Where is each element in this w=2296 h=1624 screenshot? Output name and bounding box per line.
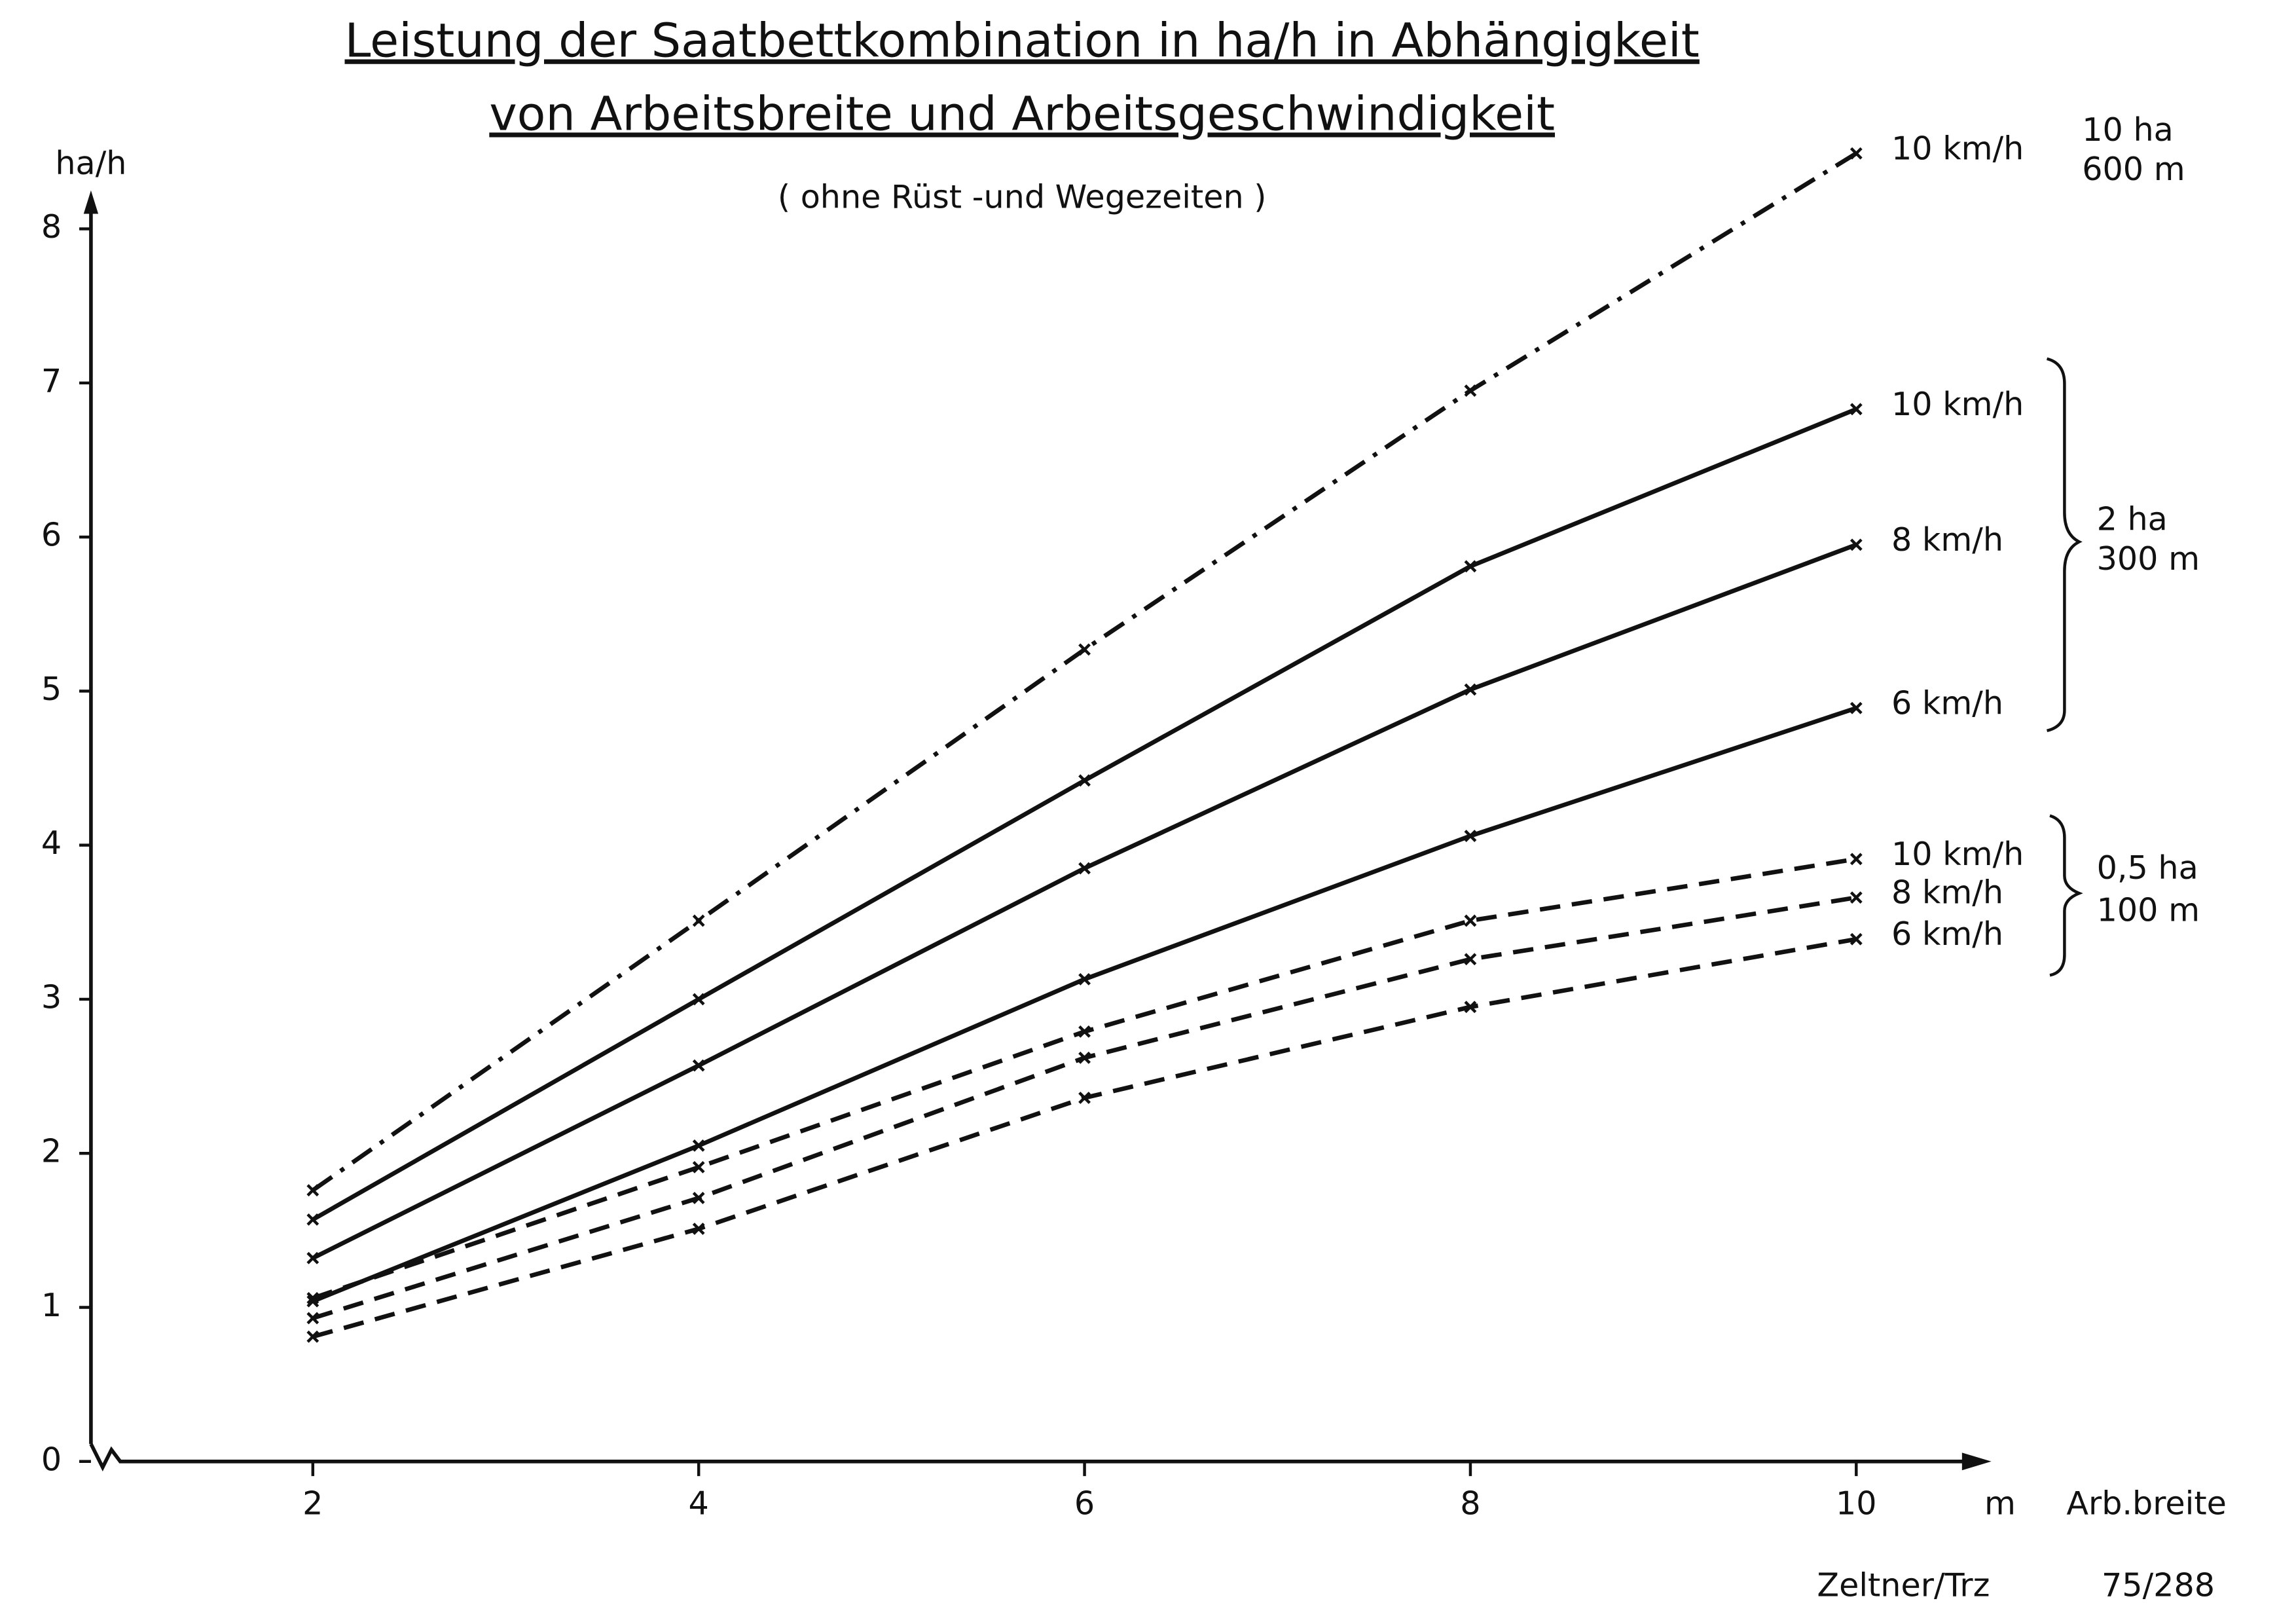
point-marker: [306, 1312, 319, 1325]
point-marker: [1078, 643, 1091, 656]
reference: 75/288: [2102, 1566, 2215, 1604]
series-label: 8 km/h: [1891, 874, 2003, 912]
x-tick-label: 4: [689, 1484, 709, 1522]
x-tick-label: 6: [1074, 1484, 1095, 1522]
series-label: 8 km/h: [1891, 521, 2003, 559]
series-label: 6 km/h: [1891, 915, 2003, 953]
point-marker: [1078, 862, 1091, 875]
group-label: 10 ha: [2082, 111, 2174, 149]
y-tick-label: 6: [41, 516, 62, 554]
point-marker: [1850, 891, 1863, 904]
brace: [2049, 814, 2083, 977]
point-marker: [1464, 1001, 1477, 1014]
point-marker: [1850, 538, 1863, 551]
point-marker: [1850, 147, 1863, 160]
group-label: 600 m: [2082, 150, 2185, 188]
x-axis-arrow: [1961, 1452, 1992, 1471]
y-tick-label: 2: [41, 1132, 62, 1170]
y-tick-label: 1: [41, 1286, 62, 1324]
point-marker: [1464, 953, 1477, 966]
point-marker: [1850, 932, 1863, 946]
point-marker: [692, 914, 705, 927]
point-marker: [306, 1213, 319, 1226]
author: Zeltner/Trz: [1817, 1566, 1990, 1604]
point-marker: [692, 993, 705, 1006]
point-marker: [1078, 1025, 1091, 1038]
group-label: 100 m: [2097, 891, 2200, 929]
y-tick-label: 5: [41, 670, 62, 708]
x-axis-label: Arb.breite: [2066, 1484, 2227, 1522]
point-marker: [692, 1223, 705, 1235]
series-label: 10 km/h: [1891, 129, 2024, 167]
series-label: 10 km/h: [1891, 835, 2024, 873]
y-tick-label: 0: [41, 1440, 62, 1478]
point-marker: [692, 1160, 705, 1173]
point-marker: [692, 1192, 705, 1204]
point-marker: [306, 1184, 319, 1197]
point-marker: [1464, 560, 1477, 573]
brace: [2046, 357, 2083, 733]
series-line: [311, 151, 1858, 1192]
point-marker: [306, 1291, 319, 1304]
x-axis-unit: m: [1984, 1484, 2016, 1522]
x-tick-label: 2: [302, 1484, 323, 1522]
point-marker: [306, 1330, 319, 1343]
point-marker: [1464, 914, 1477, 927]
y-axis-label: ha/h: [55, 144, 126, 182]
y-tick-label: 4: [41, 824, 62, 862]
chart-title: Leistung der Saatbettkombination in ha/h…: [345, 14, 1700, 68]
point-marker: [692, 1059, 705, 1072]
point-marker: [1850, 403, 1863, 416]
series-label: 6 km/h: [1891, 684, 2003, 722]
point-marker: [1078, 1092, 1091, 1104]
point-marker: [1078, 1051, 1091, 1064]
point-marker: [1464, 384, 1477, 397]
chart-title: von Arbeitsbreite und Arbeitsgeschwindig…: [489, 86, 1555, 141]
group-label: 2 ha: [2097, 500, 2168, 538]
y-tick-label: 8: [41, 208, 62, 246]
point-marker: [1078, 972, 1091, 986]
point-marker: [1078, 774, 1091, 787]
group-label: 0,5 ha: [2097, 849, 2198, 887]
series-label: 10 km/h: [1891, 385, 2024, 423]
point-marker: [1850, 853, 1863, 866]
y-tick-label: 3: [41, 978, 62, 1016]
y-tick-label: 7: [41, 361, 62, 399]
chart-subtitle: ( ohne Rüst -und Wegezeiten ): [778, 178, 1267, 216]
point-marker: [1464, 683, 1477, 696]
y-axis-arrow: [83, 190, 99, 214]
x-tick-label: 10: [1836, 1484, 1877, 1522]
axis-break: [89, 1443, 1977, 1471]
point-marker: [1464, 830, 1477, 842]
point-marker: [306, 1251, 319, 1264]
group-label: 300 m: [2097, 540, 2200, 578]
x-tick-label: 8: [1460, 1484, 1480, 1522]
point-marker: [692, 1139, 705, 1152]
point-marker: [1850, 701, 1863, 714]
